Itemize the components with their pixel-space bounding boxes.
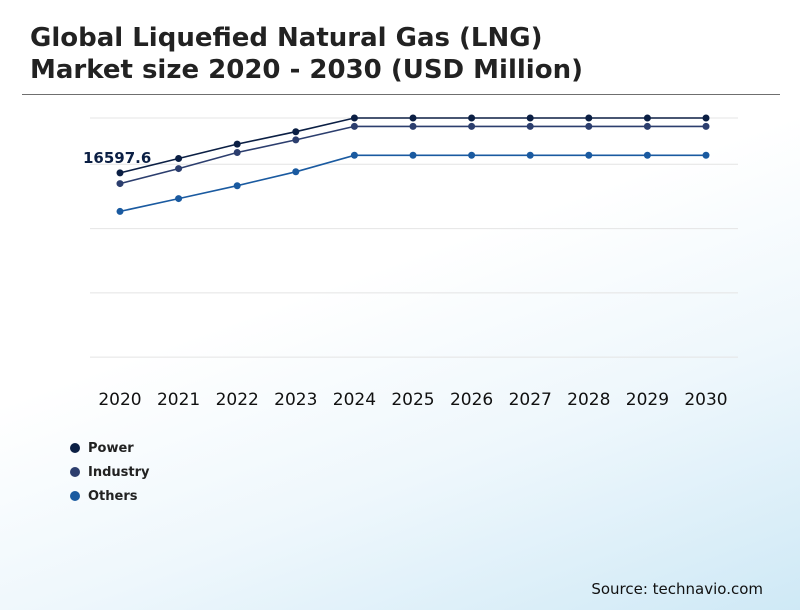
point-power-2021 (175, 155, 183, 162)
point-industry-2021 (175, 165, 183, 173)
point-others-2023 (292, 168, 300, 176)
point-industry-2027 (526, 122, 534, 130)
point-others-2029 (643, 151, 651, 159)
title-divider (22, 94, 780, 95)
point-power-2025 (409, 114, 417, 122)
x-tick-label-2030: 2030 (684, 390, 727, 410)
point-power-2030 (702, 114, 710, 122)
point-industry-2023 (292, 136, 300, 144)
point-industry-2024 (350, 122, 358, 130)
legend: Power Industry Others (70, 436, 150, 508)
point-industry-2025 (409, 122, 417, 130)
point-others-2020 (116, 207, 124, 215)
point-others-2027 (526, 151, 534, 159)
x-tick-label-2026: 2026 (450, 390, 493, 410)
legend-marker-industry (70, 467, 80, 477)
x-tick-label-2025: 2025 (391, 390, 434, 410)
x-tick-label-2028: 2028 (567, 390, 610, 410)
point-others-2024 (350, 151, 358, 159)
series-line-others (119, 154, 706, 213)
x-tick-label-2022: 2022 (216, 390, 259, 410)
point-industry-2029 (643, 122, 651, 130)
legend-label-industry: Industry (88, 464, 150, 480)
point-others-2030 (702, 151, 710, 159)
point-power-2023 (292, 128, 300, 136)
point-industry-2022 (233, 149, 241, 156)
legend-item-industry: Industry (70, 460, 150, 484)
chart-title: Global Liquefied Natural Gas (LNG) Marke… (30, 22, 583, 86)
x-tick-label-2023: 2023 (274, 390, 317, 410)
point-power-2024 (350, 114, 358, 122)
point-power-2027 (526, 114, 534, 122)
point-power-2020 (116, 169, 124, 177)
point-power-2026 (468, 114, 476, 122)
legend-item-others: Others (70, 484, 150, 508)
x-tick-label-2027: 2027 (509, 390, 552, 410)
point-industry-2026 (468, 122, 476, 130)
point-others-2022 (233, 182, 241, 190)
point-others-2028 (585, 151, 593, 159)
point-power-2029 (643, 114, 651, 122)
x-tick-label-2024: 2024 (333, 390, 376, 410)
x-tick-label-2029: 2029 (626, 390, 669, 410)
point-industry-2030 (702, 122, 710, 130)
chart-title-line-1: Global Liquefied Natural Gas (LNG) (30, 23, 543, 53)
legend-marker-others (70, 491, 80, 501)
source-note: Source: technavio.com (591, 580, 763, 598)
x-tick-label-2021: 2021 (157, 390, 200, 410)
point-power-2028 (585, 114, 593, 122)
data-label-power-2020: 16597.6 (83, 149, 151, 167)
point-power-2022 (233, 140, 241, 148)
legend-marker-power (70, 443, 80, 453)
legend-label-others: Others (88, 488, 138, 504)
legend-label-power: Power (88, 440, 134, 456)
point-industry-2020 (116, 180, 124, 188)
point-others-2021 (175, 195, 183, 203)
legend-item-power: Power (70, 436, 150, 460)
x-tick-label-2020: 2020 (98, 390, 141, 410)
chart-title-line-2: Market size 2020 - 2030 (USD Million) (30, 55, 583, 85)
point-industry-2028 (585, 122, 593, 130)
point-others-2026 (468, 151, 476, 159)
point-others-2025 (409, 151, 417, 159)
